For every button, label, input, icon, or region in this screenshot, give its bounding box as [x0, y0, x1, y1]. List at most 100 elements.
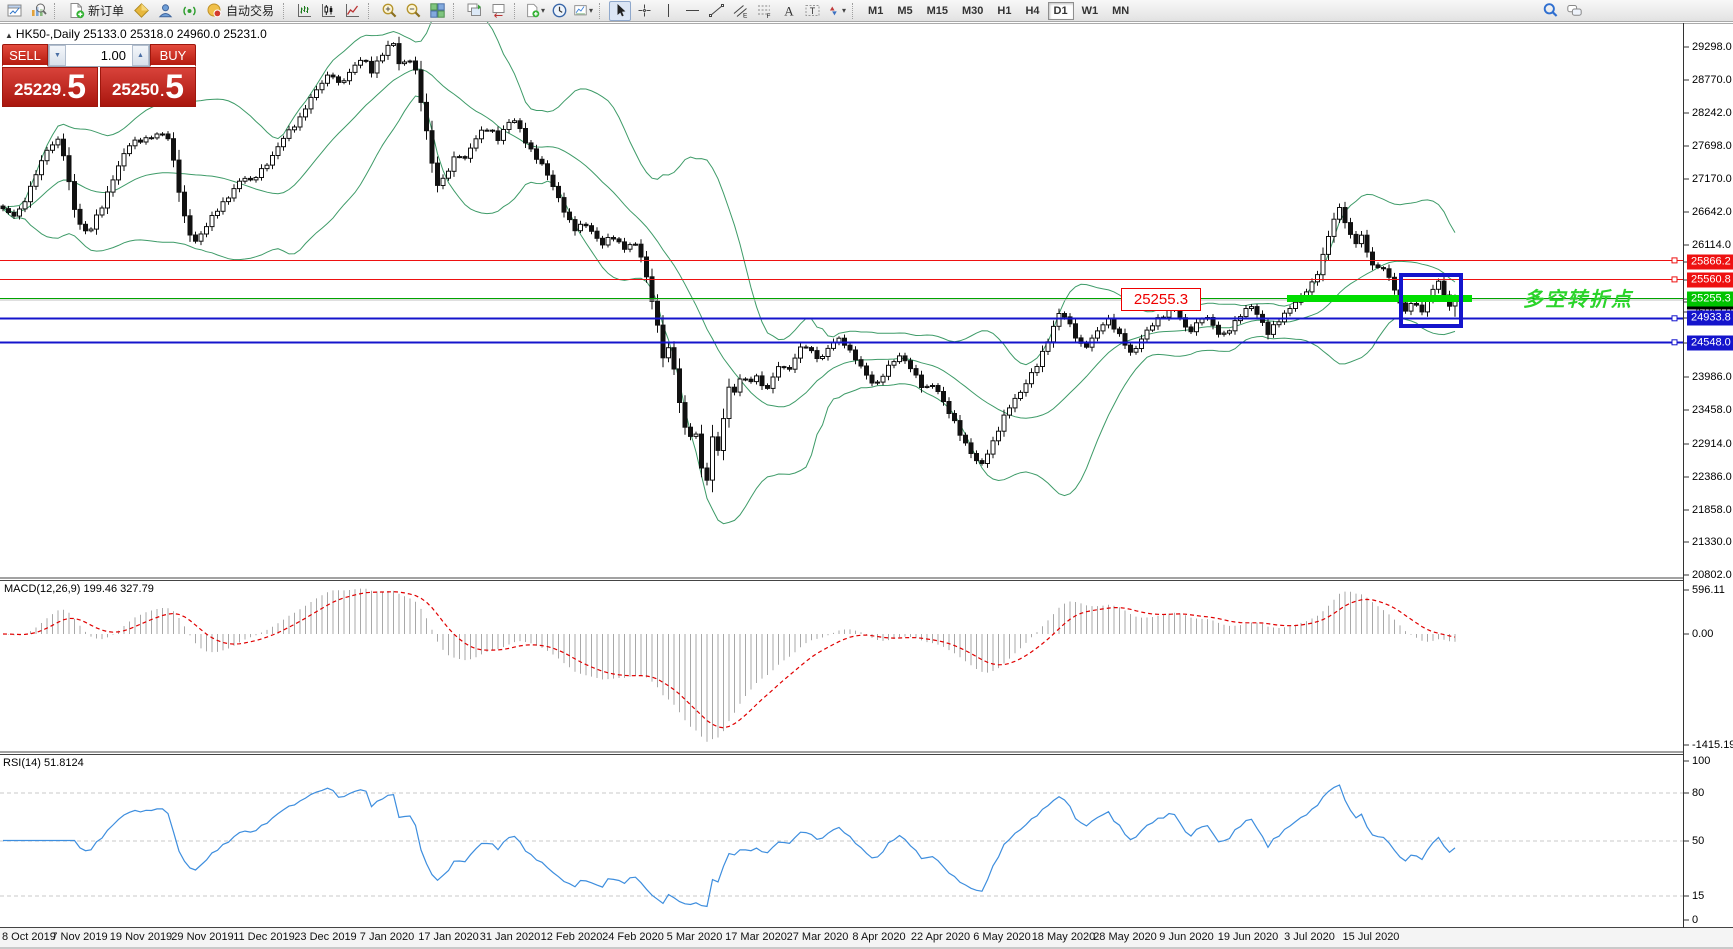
- resistance-label-2: 25560.8: [1687, 272, 1733, 288]
- one-click-toggle-icon[interactable]: ▲: [5, 31, 13, 40]
- new-order-button[interactable]: 新订单: [64, 2, 128, 20]
- bar-chart-icon[interactable]: [293, 1, 315, 21]
- date-tick-label: 7 Nov 2019: [51, 931, 108, 943]
- price-tick-label: 15: [1692, 890, 1705, 902]
- price-tick-label: 22386.0: [1692, 471, 1732, 483]
- cascade-windows-icon[interactable]: [463, 1, 485, 21]
- new-order-menu-icon[interactable]: ▾: [524, 1, 546, 21]
- trendline-icon[interactable]: [705, 1, 727, 21]
- timeframe-m30-button[interactable]: M30: [962, 4, 984, 17]
- vertical-line-icon[interactable]: [657, 1, 679, 21]
- price-tick-label: 100: [1692, 755, 1711, 767]
- price-tick-label: -1415.19: [1692, 739, 1733, 751]
- buy-price-display[interactable]: 25250. 5: [100, 67, 196, 107]
- search-icon[interactable]: [1539, 1, 1561, 21]
- date-tick-label: 31 Jan 2020: [479, 931, 541, 943]
- symbol-ohlc-header: ▲ HK50-,Daily 25133.0 25318.0 24960.0 252…: [5, 27, 267, 41]
- timeframe-h4-button[interactable]: H4: [1025, 4, 1040, 17]
- date-tick-label: 5 Mar 2020: [666, 931, 723, 943]
- price-annotation-label[interactable]: 25255.3: [1121, 288, 1201, 311]
- price-tick-label: 596.11: [1692, 584, 1725, 596]
- support-label-2: 24548.0: [1687, 335, 1733, 351]
- date-tick-label: 17 Mar 2020: [725, 931, 787, 943]
- bollinger-middle-band: [2, 68, 1456, 419]
- pivot-label: 25255.3: [1687, 291, 1733, 307]
- tile-windows-icon[interactable]: [426, 1, 448, 21]
- price-tick-label: 23986.0: [1692, 371, 1732, 383]
- macd-signal-line: [2, 591, 1456, 729]
- candlestick-chart-icon[interactable]: [317, 1, 339, 21]
- price-tick-label: 21330.0: [1692, 536, 1732, 548]
- arrows-icon[interactable]: ▾: [825, 1, 847, 21]
- sell-price-display[interactable]: 25229. 5: [2, 67, 98, 107]
- price-tick-label: 28770.0: [1692, 74, 1732, 86]
- consolidation-rectangle[interactable]: [1399, 273, 1463, 328]
- metaquotes-icon[interactable]: [130, 1, 152, 21]
- text-label-icon[interactable]: T: [801, 1, 823, 21]
- volume-decrease-button[interactable]: ▼: [49, 45, 66, 66]
- chart-window-icon[interactable]: [3, 1, 25, 21]
- signal-icon[interactable]: [178, 1, 200, 21]
- buy-price-dot: .: [160, 83, 165, 99]
- price-tick-label: 27170.0: [1692, 173, 1732, 185]
- symbol-ohlc-text: HK50-,Daily 25133.0 25318.0 24960.0 2523…: [15, 27, 267, 41]
- time-axis[interactable]: 8 Oct 2019 7 Nov 2019 19 Nov 2019 29 Nov 20…: [0, 928, 1733, 947]
- timeframe-h1-button[interactable]: H1: [997, 4, 1012, 17]
- horizontal-line-icon[interactable]: [681, 1, 703, 21]
- date-tick-label: 8 Oct 2019: [2, 931, 56, 943]
- timeframe-m5-button[interactable]: M5: [897, 4, 913, 17]
- arrange-windows-icon[interactable]: [487, 1, 509, 21]
- toolbar-separator: [852, 2, 857, 19]
- profiles-icon[interactable]: [27, 1, 49, 21]
- sell-price-big-digit: 5: [67, 68, 87, 106]
- turning-point-highlight-bar[interactable]: [1287, 295, 1472, 302]
- community-icon[interactable]: [154, 1, 176, 21]
- bollinger-lower-band: [2, 95, 1456, 525]
- support-label-1: 24933.8: [1687, 310, 1733, 326]
- timeframe-d1-button[interactable]: D1: [1047, 1, 1074, 20]
- history-center-icon[interactable]: [548, 1, 570, 21]
- equidistant-channel-icon[interactable]: E: [729, 1, 751, 21]
- zoom-out-icon[interactable]: [402, 1, 424, 21]
- svg-text:E: E: [743, 13, 748, 20]
- date-tick-label: 28 May 2020: [1093, 931, 1157, 943]
- date-tick-label: 7 Jan 2020: [359, 931, 415, 943]
- date-tick-label: 24 Feb 2020: [602, 931, 664, 943]
- timeframe-mn-button[interactable]: MN: [1112, 4, 1130, 17]
- price-tick-label: 20802.0: [1692, 569, 1732, 581]
- crosshair-icon[interactable]: [633, 1, 655, 21]
- volume-control: ▼ 1.00 ▲: [48, 44, 150, 67]
- rsi-indicator-label: RSI(14) 51.8124: [3, 757, 84, 769]
- text-icon[interactable]: A: [777, 1, 799, 21]
- sell-price-dot: .: [62, 83, 67, 99]
- resistance-label-1: 25866.2: [1687, 254, 1733, 270]
- date-tick-label: 6 May 2020: [973, 931, 1031, 943]
- date-tick-label: 15 Jul 2020: [1342, 931, 1400, 943]
- buy-button[interactable]: BUY: [150, 44, 196, 67]
- toolbar-separator: [368, 2, 373, 19]
- sell-button[interactable]: SELL: [2, 44, 48, 67]
- buy-price-main: 25250: [111, 80, 160, 99]
- price-tick-label: 22914.0: [1692, 438, 1732, 450]
- timeframe-m15-button[interactable]: M15: [926, 4, 948, 17]
- date-tick-label: 17 Jan 2020: [418, 931, 479, 943]
- timeframe-w1-button[interactable]: W1: [1081, 4, 1099, 17]
- fibonacci-icon[interactable]: F: [753, 1, 775, 21]
- date-tick-label: 18 May 2020: [1031, 931, 1096, 943]
- turning-point-text[interactable]: 多空转折点: [1523, 289, 1633, 311]
- chat-icon[interactable]: [1563, 1, 1585, 21]
- price-tick-label: 0.00: [1692, 628, 1714, 640]
- timeframe-m1-button[interactable]: M1: [868, 4, 884, 17]
- templates-icon[interactable]: ▾: [572, 1, 594, 21]
- cursor-icon[interactable]: [609, 0, 632, 21]
- date-tick-label: 9 Jun 2020: [1159, 931, 1214, 943]
- zoom-in-icon[interactable]: [378, 1, 400, 21]
- line-chart-icon[interactable]: [341, 1, 363, 21]
- volume-increase-button[interactable]: ▲: [132, 45, 149, 66]
- price-tick-label: 26642.0: [1692, 206, 1732, 218]
- autotrading-button[interactable]: 自动交易: [202, 2, 278, 20]
- volume-input[interactable]: 1.00: [66, 45, 132, 66]
- price-tick-label: 0: [1692, 914, 1699, 926]
